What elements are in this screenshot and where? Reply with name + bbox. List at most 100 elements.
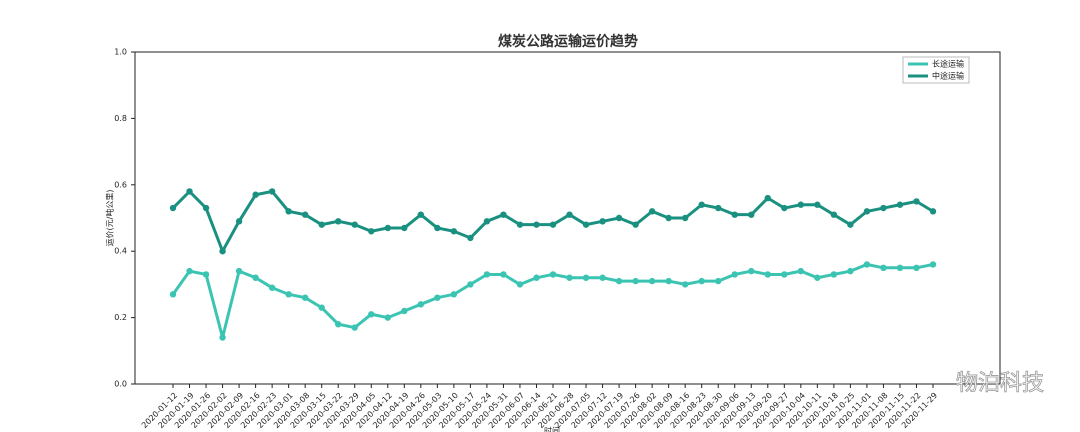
data-point bbox=[401, 307, 408, 315]
data-point bbox=[748, 211, 755, 218]
data-point bbox=[830, 211, 838, 218]
data-point bbox=[549, 221, 557, 228]
data-point bbox=[368, 311, 375, 318]
data-point bbox=[533, 221, 540, 228]
data-point bbox=[566, 211, 573, 218]
data-point bbox=[913, 264, 920, 271]
data-point bbox=[533, 274, 540, 281]
data-point bbox=[665, 277, 672, 285]
y-tick-label: 0.2 bbox=[114, 313, 127, 322]
data-point bbox=[285, 208, 292, 215]
data-point bbox=[351, 324, 358, 331]
data-point bbox=[467, 281, 474, 288]
data-point bbox=[599, 274, 606, 281]
data-point bbox=[500, 271, 507, 278]
data-point bbox=[797, 267, 805, 275]
data-point bbox=[235, 267, 243, 275]
data-point bbox=[186, 188, 193, 195]
data-point bbox=[384, 224, 391, 232]
data-point bbox=[202, 271, 210, 278]
y-tick-label: 0.0 bbox=[114, 380, 127, 389]
data-point bbox=[929, 208, 937, 215]
data-point bbox=[615, 214, 623, 222]
data-point bbox=[252, 191, 259, 198]
data-point bbox=[781, 204, 788, 212]
data-point bbox=[417, 211, 425, 218]
data-point bbox=[764, 194, 771, 202]
data-point bbox=[814, 201, 821, 208]
data-point bbox=[351, 221, 358, 228]
y-tick-label: 1.0 bbox=[114, 48, 127, 57]
data-point bbox=[219, 334, 226, 341]
data-point bbox=[582, 221, 590, 228]
data-point bbox=[582, 274, 590, 281]
data-point bbox=[731, 271, 738, 278]
data-point bbox=[252, 274, 259, 281]
data-point bbox=[285, 291, 292, 298]
data-point bbox=[549, 271, 557, 278]
data-point bbox=[863, 208, 871, 215]
data-point bbox=[450, 291, 458, 298]
data-point bbox=[202, 204, 210, 212]
legend-label: 长途运输 bbox=[932, 59, 964, 69]
data-point bbox=[434, 224, 441, 232]
data-point bbox=[566, 274, 573, 281]
data-point bbox=[450, 228, 458, 235]
data-point bbox=[929, 261, 937, 268]
data-point bbox=[335, 321, 342, 328]
data-point bbox=[880, 204, 887, 212]
data-point bbox=[599, 218, 606, 225]
data-point bbox=[483, 218, 491, 225]
data-point bbox=[318, 304, 325, 311]
data-point bbox=[648, 277, 656, 285]
data-point bbox=[781, 271, 788, 278]
data-point bbox=[748, 267, 755, 275]
data-point bbox=[417, 301, 425, 308]
x-axis-label: 时间 bbox=[544, 426, 560, 432]
data-point bbox=[847, 221, 854, 228]
data-point bbox=[516, 281, 524, 288]
data-point bbox=[863, 261, 871, 268]
data-point bbox=[681, 214, 689, 222]
data-point bbox=[913, 198, 920, 205]
data-point bbox=[301, 211, 309, 218]
watermark: 物泊科技 bbox=[956, 371, 1044, 396]
data-point bbox=[665, 214, 672, 222]
data-point bbox=[896, 264, 904, 271]
legend-label: 中途运输 bbox=[932, 71, 964, 81]
y-tick-label: 0.8 bbox=[114, 114, 127, 123]
data-point bbox=[615, 277, 623, 285]
series-line bbox=[171, 189, 934, 255]
data-point bbox=[830, 271, 838, 278]
data-point bbox=[268, 188, 276, 195]
data-point bbox=[698, 277, 705, 285]
data-point bbox=[847, 267, 854, 275]
y-axis-label: 运价(元/吨公里) bbox=[105, 190, 115, 247]
data-point bbox=[483, 271, 491, 278]
data-point bbox=[681, 281, 689, 288]
data-point bbox=[301, 294, 309, 301]
data-point bbox=[169, 204, 177, 212]
data-point bbox=[880, 264, 887, 271]
plot-frame bbox=[134, 51, 1001, 385]
data-point bbox=[318, 221, 325, 228]
data-point bbox=[814, 274, 821, 281]
data-point bbox=[467, 234, 474, 242]
data-point bbox=[401, 224, 408, 232]
data-point bbox=[169, 291, 177, 298]
data-point bbox=[715, 277, 722, 285]
data-point bbox=[648, 208, 656, 215]
data-point bbox=[335, 218, 342, 225]
data-point bbox=[235, 218, 243, 225]
data-point bbox=[384, 314, 391, 321]
chart-title: 煤炭公路运输运价趋势 bbox=[498, 33, 638, 50]
data-point bbox=[731, 211, 738, 218]
data-point bbox=[715, 204, 722, 212]
y-tick-label: 0.4 bbox=[114, 247, 127, 256]
data-point bbox=[368, 228, 375, 235]
data-point bbox=[896, 201, 904, 208]
data-point bbox=[516, 221, 524, 228]
data-point bbox=[632, 221, 639, 228]
data-point bbox=[434, 294, 441, 301]
data-point bbox=[632, 277, 639, 285]
